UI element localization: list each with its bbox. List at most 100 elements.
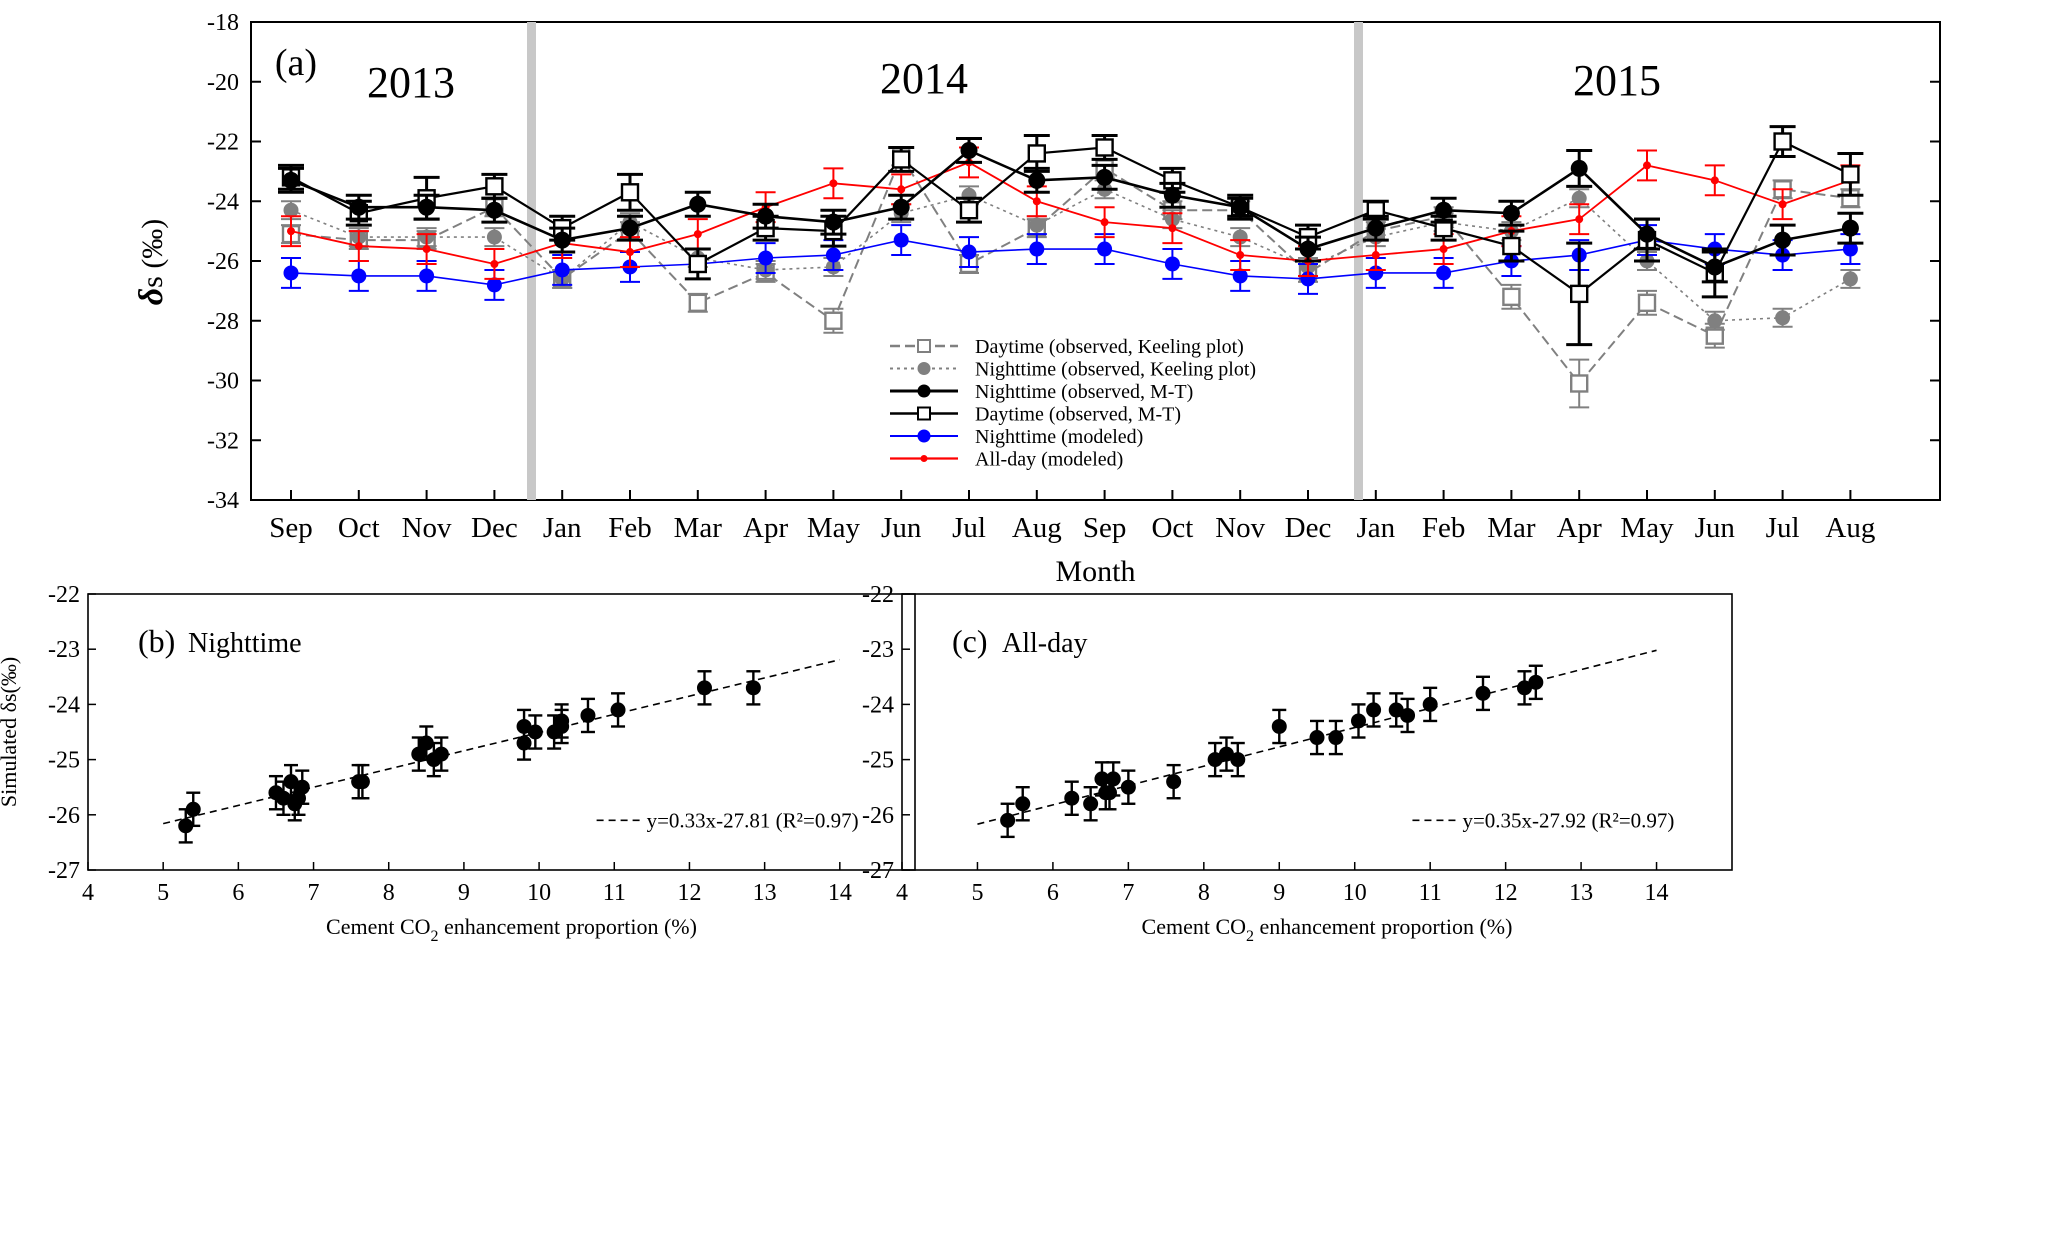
data-point [1502,204,1520,222]
fit-equation: y=0.35x-27.92 (R²=0.97) [1462,808,1674,832]
x-tick-label: 12 [677,880,701,906]
legend-label: All-day (modeled) [975,449,1123,471]
data-point [553,231,571,249]
data-point [893,232,909,248]
y-tick-label: -24 [48,692,80,718]
data-point [418,735,434,751]
x-tick-label-month: Mar [1487,512,1536,544]
data-point [350,198,368,216]
data-point [959,201,979,220]
legend-label: Nighttime (modeled) [975,426,1143,448]
x-tick-label: 8 [383,880,395,906]
x-tick-label: 14 [828,880,852,906]
data-point [757,207,775,225]
data-point [824,311,843,330]
x-axis-title-part: Cement CO [1142,914,1247,939]
data-point [1100,218,1109,227]
series-line [290,148,1851,269]
year-label-2013: 2013 [367,58,455,107]
data-point [1841,165,1860,184]
y-tick-label-a: -24 [207,189,239,215]
data-point [1643,161,1651,170]
y-axis-title-symbol: δ [133,288,170,305]
x-tick-label-month: Dec [1285,512,1332,544]
data-point [485,201,503,219]
data-point [287,227,295,236]
data-point [1422,696,1438,712]
data-point [1439,245,1448,254]
x-tick-label-month: Aug [1012,512,1062,544]
data-point [490,259,499,268]
data-point [283,774,299,790]
data-point [1775,310,1791,326]
legend-marker [917,339,931,353]
panel-tag-a: (a) [275,42,317,84]
y-tick-label-a: -18 [207,10,239,36]
data-point [1120,779,1136,795]
data-point [527,724,543,740]
data-point [485,177,504,196]
x-tick-label-month: Feb [608,512,652,544]
data-point [1236,251,1245,260]
data-point [351,268,367,284]
x-tick-label: 5 [157,880,169,906]
data-point [689,195,707,213]
panel-tag: (c) [952,623,988,659]
y-tick-label: -25 [48,748,80,774]
data-point [1328,730,1344,746]
y-tick-label-a: -22 [207,130,239,156]
data-point [1710,176,1719,185]
data-point [1032,197,1041,206]
data-point [688,254,707,274]
data-point [1569,374,1589,393]
data-point [1231,198,1249,216]
x-tick-label: 7 [308,880,320,906]
data-point [1309,730,1325,746]
data-point [418,198,436,216]
data-point [1366,702,1382,718]
data-point [1230,752,1246,768]
x-tick-label: 14 [1645,880,1669,906]
data-point [693,230,702,239]
data-point [621,219,639,237]
data-point [433,746,449,762]
data-point [1436,265,1452,281]
data-point [1299,240,1317,258]
year-label-2014: 2014 [880,54,968,103]
data-point [825,247,841,263]
data-point [1095,138,1114,157]
data-point [1638,225,1656,243]
data-point [1000,812,1016,828]
data-point [1028,171,1046,189]
x-axis-title: Cement CO2 enhancement proportion (%) [1142,914,1513,945]
x-tick-label-month: Nov [402,512,452,544]
x-tick-label: 9 [458,880,470,906]
data-point [1027,144,1047,163]
x-tick-label-month: Jul [952,512,986,544]
data-point [620,183,640,202]
y-tick-label: -23 [48,637,80,663]
data-point [1502,236,1521,256]
panel-a-timeseries: -18 -20 -22 -24 -26 -28 -30 -32 -34 Sep Oct Nov Dec J… [133,10,1941,588]
y-tick-label-a: -30 [207,369,239,395]
series-line [290,154,1851,386]
x-axis-title-part: Cement CO [326,914,431,939]
data-point [892,198,910,216]
y-tick-label: -25 [862,748,894,774]
x-tick-label: 10 [1343,880,1367,906]
x-tick-label: 9 [1273,880,1285,906]
x-tick-label: 7 [1122,880,1134,906]
x-axis-title-part: enhancement proportion (%) [1254,914,1512,939]
data-point [1163,186,1181,204]
data-point [1218,746,1234,762]
legend-marker [917,406,931,421]
y-tick-label: -22 [48,582,80,608]
x-tick-label-month: Feb [1422,512,1466,544]
x-tick-label-month: Jan [543,512,582,544]
data-point [758,250,774,266]
data-point [554,713,570,729]
legend-label: Daytime (observed, M-T) [975,404,1181,426]
data-point [1083,796,1099,812]
data-point [275,790,291,806]
